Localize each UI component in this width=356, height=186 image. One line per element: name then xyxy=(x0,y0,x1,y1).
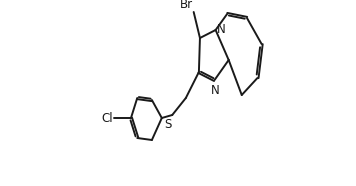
Text: Br: Br xyxy=(180,0,193,11)
Text: Cl: Cl xyxy=(101,111,113,124)
Text: N: N xyxy=(217,23,226,36)
Text: N: N xyxy=(210,84,219,97)
Text: S: S xyxy=(164,118,172,131)
